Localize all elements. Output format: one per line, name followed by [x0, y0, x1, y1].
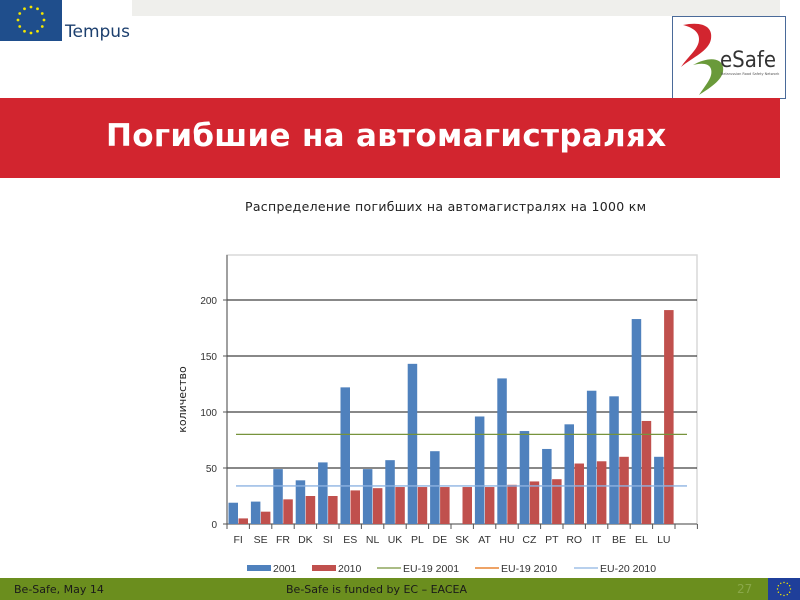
page-number: 27	[737, 582, 753, 596]
footer-funding: Be-Safe is funded by EC – EACEA	[286, 583, 468, 596]
x-tick-label: SE	[254, 534, 268, 546]
x-tick-label: AT	[478, 534, 491, 546]
bar-2001-PL	[407, 363, 418, 524]
bar-2001-BE	[609, 396, 619, 524]
x-tick-label: CZ	[522, 534, 537, 546]
bar-2001-FR	[273, 469, 283, 524]
x-tick-label: PL	[411, 534, 424, 546]
x-tick-label: NL	[366, 534, 380, 546]
x-tick-label: FR	[276, 534, 290, 546]
bar-2001-SI	[318, 462, 328, 524]
bar-2001-HU	[497, 378, 507, 524]
bar-2010-FI	[238, 518, 248, 524]
legend-item: EU-19 2010	[501, 563, 557, 575]
bar-2010-EL	[641, 420, 652, 524]
bar-2010-BE	[619, 456, 629, 524]
chart-heading: Распределение погибших на автомагистраля…	[245, 199, 647, 214]
eu-stars-icon	[0, 0, 62, 41]
bar-2001-RO	[564, 424, 574, 524]
bar-2001-IT	[586, 390, 597, 524]
svg-text:200: 200	[200, 296, 217, 307]
bar-2010-CZ	[529, 481, 540, 524]
x-tick-label: UK	[388, 534, 403, 546]
bar-2001-UK	[385, 460, 395, 524]
y-axis-label: количество	[176, 366, 189, 433]
tempus-logo-text: Tempus	[65, 22, 130, 42]
bar-2010-ES	[350, 490, 360, 524]
bar-2001-SE	[250, 501, 261, 524]
legend-item: 2001	[273, 563, 297, 575]
esafe-logo: eSafe Belarussian Road Safety Network	[672, 16, 786, 99]
svg-text:Belarussian Road Safety Networ: Belarussian Road Safety Network	[721, 72, 780, 76]
x-tick-label: SI	[323, 534, 333, 546]
bar-2001-CZ	[519, 431, 530, 524]
bar-2010-RO	[574, 463, 584, 524]
bar-2010-FR	[283, 499, 293, 524]
bar-2001-NL	[362, 469, 373, 524]
svg-text:50: 50	[206, 464, 218, 475]
x-tick-label: IT	[592, 534, 602, 546]
x-tick-label: FI	[234, 534, 243, 546]
x-tick-label: SK	[455, 534, 469, 546]
bar-2010-SI	[328, 496, 338, 524]
footer-bar	[0, 578, 768, 600]
bar-2010-IT	[596, 461, 607, 524]
bar-2001-DK	[295, 480, 306, 524]
legend-item: EU-20 2010	[600, 563, 656, 575]
x-tick-label: ES	[343, 534, 357, 546]
bar-2010-SE	[260, 511, 271, 524]
x-tick-label: HU	[499, 534, 514, 546]
bar-2010-LU	[664, 310, 674, 524]
top-decor-bar	[132, 0, 780, 16]
bar-chart: 0 50 100 150 200 количество FI SE FR DK SI ES NL UK PL…	[170, 250, 700, 580]
slide-title: Погибшие на автомагистралях	[106, 118, 667, 154]
bar-2010-NL	[372, 488, 383, 524]
x-tick-label: DE	[433, 534, 448, 546]
legend-item: EU-19 2001	[403, 563, 459, 575]
x-tick-label: DK	[298, 534, 313, 546]
eu-flag-logo	[0, 0, 62, 41]
bar-2010-UK	[395, 487, 405, 524]
bar-2010-PL	[417, 487, 428, 524]
x-tick-label: LU	[657, 534, 670, 546]
bar-2001-LU	[654, 456, 664, 524]
footer-eu-flag	[768, 578, 800, 600]
bar-2001-AT	[474, 416, 485, 524]
bar-2001-DE	[430, 451, 440, 524]
legend-item: 2010	[338, 563, 362, 575]
svg-text:150: 150	[200, 352, 217, 363]
bar-2010-HU	[507, 484, 517, 524]
bar-2010-AT	[484, 487, 495, 524]
x-tick-label: EL	[635, 534, 648, 546]
svg-text:100: 100	[200, 408, 217, 419]
bar-2001-EL	[631, 319, 642, 524]
footer-date: Be-Safe, May 14	[14, 583, 104, 596]
bar-2001-FI	[228, 502, 238, 524]
svg-text:eSafe: eSafe	[720, 48, 776, 73]
x-tick-label: PT	[545, 534, 559, 546]
bar-2010-DK	[305, 496, 316, 524]
eu-stars-icon	[768, 578, 800, 600]
bar-2001-ES	[340, 387, 350, 524]
bar-2010-DE	[440, 487, 450, 524]
svg-text:0: 0	[211, 520, 217, 531]
x-tick-label: BE	[612, 534, 626, 546]
title-band	[0, 98, 780, 178]
x-tick-label: RO	[566, 534, 582, 546]
bar-2010-SK	[462, 487, 472, 524]
bar-2010-PT	[552, 479, 562, 524]
